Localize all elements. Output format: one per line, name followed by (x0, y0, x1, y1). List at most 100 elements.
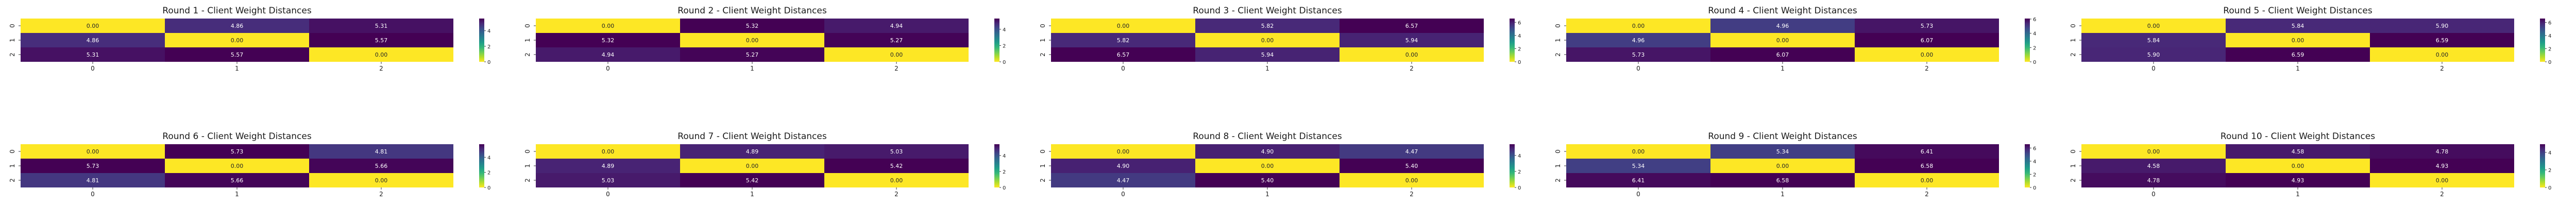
colorbar-tick-label: 4 (2033, 31, 2036, 37)
colorbar-tick-label: 2 (2033, 172, 2036, 178)
y-tick-label: 1 (1554, 164, 1562, 168)
cell-value-label: 5.90 (2436, 23, 2449, 29)
colorbar-tick-label: 6 (2033, 146, 2036, 151)
heatmap-title: Round 7 - Client Weight Distances (677, 131, 827, 142)
colorbar-tick-label: 2 (487, 170, 490, 176)
heatmap-cell (680, 173, 824, 187)
y-tick-label: 1 (2070, 38, 2077, 42)
heatmap-cell (1051, 159, 1195, 173)
heatmap-cell (536, 19, 680, 33)
heatmap-cell (2081, 144, 2226, 159)
cell-value-label: 5.42 (746, 177, 759, 184)
heatmap-title: Round 1 - Client Weight Distances (162, 6, 312, 16)
heatmap-cell (21, 47, 165, 62)
cell-value-label: 0.00 (890, 52, 903, 58)
cell-value-label: 4.81 (87, 177, 99, 184)
y-tick-label: 1 (9, 38, 16, 42)
heatmap-cell (824, 19, 969, 33)
colorbar-tick-label: 0 (487, 185, 490, 191)
x-tick-label: 2 (379, 191, 383, 198)
heatmap-cell (2370, 19, 2514, 33)
heatmap-cell (309, 144, 453, 159)
heatmap-cell (1195, 173, 1340, 187)
cell-value-label: 5.27 (890, 37, 903, 44)
heatmap-title: Round 4 - Client Weight Distances (1708, 6, 1857, 16)
y-tick-label: 2 (9, 53, 16, 57)
heatmap-cell (165, 144, 309, 159)
cell-value-label: 4.94 (890, 23, 903, 29)
heatmap-cell (2226, 19, 2370, 33)
heatmap-cell (2226, 47, 2370, 62)
x-tick-label: 1 (750, 65, 754, 72)
cell-value-label: 5.94 (1405, 37, 1418, 44)
heatmap-cell (1195, 33, 1340, 47)
cell-value-label: 4.58 (2292, 148, 2304, 155)
cell-value-label: 5.03 (602, 177, 615, 184)
cell-value-label: 5.40 (1261, 177, 1274, 184)
heatmap-panel-10: Round 10 - Client Weight Distances 0.00 4.… (2070, 131, 2551, 198)
heatmap-panel-1: Round 1 - Client Weight Distances 0.00 4.8… (9, 6, 490, 72)
cell-value-label: 5.03 (890, 148, 903, 155)
cell-value-label: 5.32 (746, 23, 759, 29)
cell-value-label: 5.66 (231, 177, 244, 184)
cell-value-label: 6.58 (1921, 163, 1934, 169)
x-tick-label: 2 (1925, 65, 1929, 72)
heatmap-cell (1051, 144, 1195, 159)
colorbar-tick-label: 6 (1518, 20, 1521, 26)
heatmap-cell (1195, 159, 1340, 173)
colorbar-tick-label: 2 (2033, 45, 2036, 51)
cell-value-label: 4.94 (602, 52, 615, 58)
heatmap-title: Round 3 - Client Weight Distances (1193, 6, 1342, 16)
heatmap-cell (1195, 47, 1340, 62)
heatmap-title: Round 9 - Client Weight Distances (1708, 131, 1857, 142)
x-tick-label: 2 (379, 65, 383, 72)
heatmap-cell (1855, 144, 1999, 159)
heatmap-cell (165, 159, 309, 173)
y-tick-label: 2 (9, 178, 16, 182)
heatmap-cell (1855, 33, 1999, 47)
cell-value-label: 0.00 (890, 177, 903, 184)
cell-value-label: 4.47 (1117, 177, 1130, 184)
colorbar-tick-label: 0 (1518, 60, 1521, 65)
cell-value-label: 5.73 (1921, 23, 1934, 29)
cell-value-label: 0.00 (1632, 148, 1645, 155)
cell-value-label: 5.31 (87, 52, 99, 58)
heatmap-cell (1566, 19, 1710, 33)
heatmap-cell (1855, 173, 1999, 187)
cell-value-label: 4.93 (2436, 163, 2449, 169)
heatmap-cell (165, 19, 309, 33)
heatmap-cell (1340, 33, 1484, 47)
y-tick-label: 0 (1554, 24, 1562, 28)
cell-value-label: 4.78 (2436, 148, 2449, 155)
cell-value-label: 4.96 (1632, 37, 1645, 44)
heatmap-cell (1195, 144, 1340, 159)
cell-value-label: 4.86 (231, 23, 244, 29)
heatmap-cell (309, 19, 453, 33)
y-tick-label: 0 (2070, 149, 2077, 153)
x-tick-label: 1 (2296, 191, 2300, 198)
x-tick-label: 2 (2440, 65, 2444, 72)
colorbar-tick-label: 0 (2033, 60, 2036, 65)
cell-value-label: 5.32 (602, 37, 615, 44)
cell-value-label: 6.41 (1921, 148, 1934, 155)
cell-value-label: 4.81 (375, 148, 388, 155)
cell-value-label: 5.31 (375, 23, 388, 29)
colorbar-tick-label: 2 (2548, 168, 2551, 174)
heatmap-cell (21, 173, 165, 187)
heatmap-cell (1566, 144, 1710, 159)
heatmap-cell (309, 159, 453, 173)
y-tick-label: 1 (2070, 164, 2077, 168)
heatmap-cell (536, 144, 680, 159)
heatmap-cell (1710, 19, 1855, 33)
y-tick-label: 2 (1554, 53, 1562, 57)
x-tick-label: 1 (235, 191, 239, 198)
heatmap-cell (1340, 47, 1484, 62)
x-tick-label: 1 (1265, 65, 1269, 72)
heatmap-cell (536, 33, 680, 47)
heatmap-panel-5: Round 5 - Client Weight Distances 0.00 5.8… (2070, 6, 2551, 72)
cell-value-label: 4.96 (1776, 23, 1789, 29)
heatmap-cell (21, 33, 165, 47)
x-tick-label: 1 (1781, 191, 1785, 198)
y-tick-label: 0 (2070, 24, 2077, 28)
heatmap-cell (536, 159, 680, 173)
